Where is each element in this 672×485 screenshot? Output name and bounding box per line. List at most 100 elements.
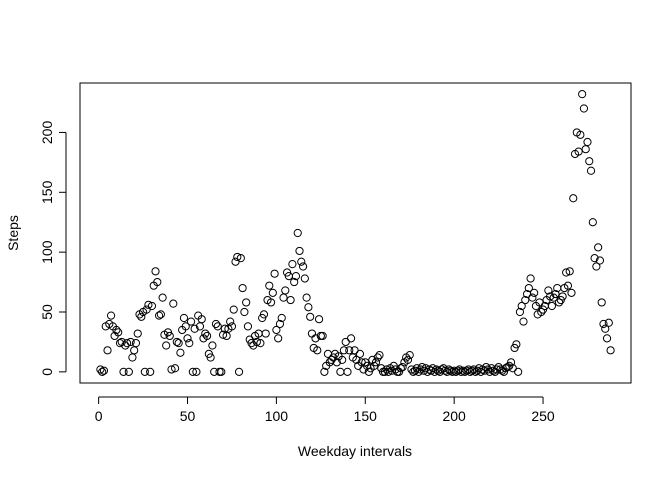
- point: [154, 311, 164, 320]
- point: [112, 325, 121, 335]
- point: [186, 317, 196, 326]
- point: [192, 367, 201, 376]
- point: [226, 317, 235, 326]
- y-tick-label: 100: [39, 240, 55, 264]
- point: [318, 331, 327, 341]
- point: [530, 288, 539, 297]
- point: [137, 312, 146, 321]
- point: [243, 322, 253, 331]
- point: [158, 293, 167, 302]
- point: [128, 353, 137, 362]
- point: [181, 322, 190, 331]
- point: [332, 358, 341, 367]
- point: [122, 339, 132, 348]
- point: [268, 288, 277, 297]
- point: [179, 313, 189, 323]
- point: [185, 339, 194, 348]
- point: [270, 269, 279, 278]
- point: [338, 355, 347, 364]
- point: [103, 346, 112, 355]
- point: [208, 341, 217, 350]
- point: [188, 367, 197, 376]
- point: [298, 262, 308, 271]
- point: [314, 315, 324, 324]
- point: [275, 319, 285, 329]
- point: [114, 328, 123, 337]
- point: [169, 299, 178, 308]
- point: [206, 353, 215, 362]
- point: [144, 300, 153, 309]
- y-axis-label: Steps: [5, 215, 21, 251]
- point: [599, 319, 608, 329]
- point: [133, 329, 142, 338]
- point: [174, 339, 183, 348]
- point: [153, 277, 162, 287]
- point: [585, 157, 594, 166]
- point: [170, 364, 180, 373]
- point: [304, 303, 313, 312]
- point: [99, 366, 109, 375]
- point: [567, 288, 576, 297]
- point: [594, 243, 603, 252]
- point: [476, 367, 485, 376]
- x-tick-label: 0: [95, 408, 103, 424]
- point: [524, 283, 533, 293]
- point: [341, 337, 350, 347]
- point: [604, 318, 613, 327]
- y-tick-label: 200: [39, 121, 55, 145]
- point: [293, 228, 302, 238]
- point: [213, 322, 222, 331]
- point: [302, 293, 311, 302]
- y-tick-label: 150: [39, 180, 55, 204]
- point: [606, 346, 615, 355]
- point: [140, 367, 149, 376]
- point: [313, 346, 322, 355]
- point: [227, 322, 237, 331]
- point: [521, 295, 530, 305]
- point: [252, 337, 261, 347]
- point: [242, 298, 251, 307]
- point: [172, 337, 181, 347]
- point: [416, 365, 425, 374]
- point: [233, 252, 242, 262]
- point: [558, 292, 567, 301]
- point: [563, 281, 573, 290]
- point: [430, 367, 439, 376]
- point: [547, 301, 557, 311]
- point: [371, 358, 381, 367]
- point: [576, 130, 585, 139]
- point: [130, 346, 139, 355]
- point: [565, 267, 574, 276]
- point: [343, 367, 352, 376]
- point: [410, 366, 420, 375]
- point: [126, 337, 135, 347]
- point: [574, 147, 583, 156]
- point: [405, 351, 414, 360]
- point: [375, 351, 384, 360]
- point: [286, 295, 295, 305]
- point: [336, 367, 345, 376]
- point: [277, 313, 286, 323]
- point: [327, 355, 336, 364]
- point: [554, 298, 564, 307]
- point: [151, 267, 160, 276]
- point: [492, 365, 501, 374]
- point: [579, 104, 589, 113]
- point: [272, 325, 281, 335]
- point: [396, 364, 405, 373]
- point: [311, 334, 320, 343]
- point: [156, 310, 165, 319]
- point: [297, 257, 306, 266]
- point: [339, 346, 349, 355]
- point: [519, 317, 528, 326]
- point: [119, 367, 128, 376]
- x-axis-label: Weekday intervals: [298, 443, 412, 459]
- point: [350, 346, 359, 355]
- point: [407, 365, 416, 374]
- point: [469, 365, 478, 374]
- point: [590, 254, 599, 263]
- point: [215, 367, 224, 376]
- point: [506, 358, 516, 367]
- y-tick-label: 0: [39, 368, 55, 376]
